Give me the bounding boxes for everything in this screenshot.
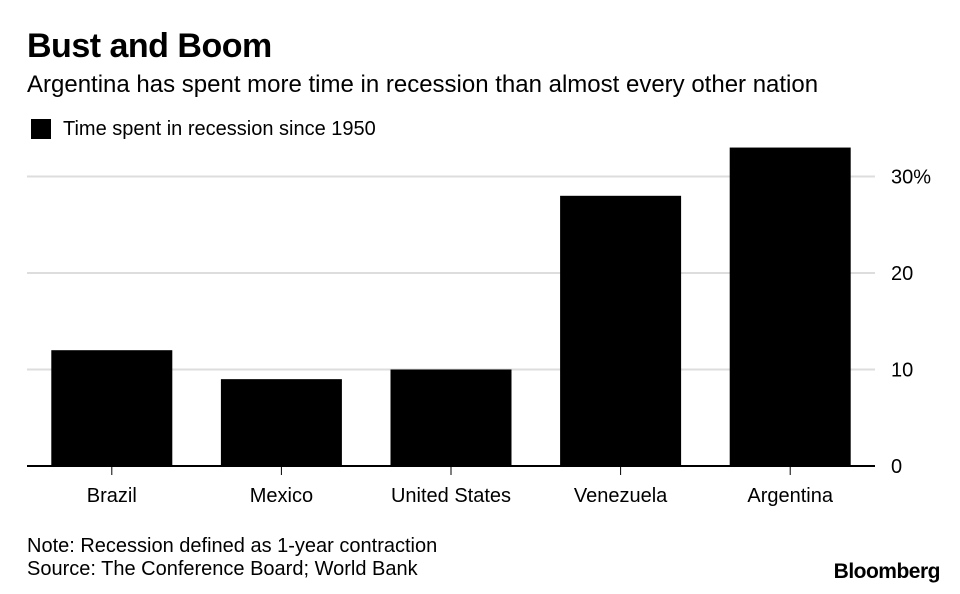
x-tick-label: Argentina xyxy=(747,485,833,507)
bar-argentina xyxy=(729,147,851,467)
chart-title: Bust and Boom xyxy=(27,27,272,65)
legend-label: Time spent in recession since 1950 xyxy=(63,117,376,140)
x-tick-label: United States xyxy=(391,485,511,507)
footer: Note: Recession defined as 1-year contra… xyxy=(27,535,437,581)
bloomberg-logo: Bloomberg xyxy=(833,560,941,583)
y-tick-label: 0 xyxy=(891,456,902,478)
bar-brazil xyxy=(51,350,173,466)
x-tick-label: Venezuela xyxy=(574,485,668,507)
x-tick-label: Mexico xyxy=(250,485,313,507)
x-tick-label: Brazil xyxy=(87,485,137,507)
bar-united-states xyxy=(390,369,512,466)
y-tick-label: 20 xyxy=(891,263,913,285)
bar-venezuela xyxy=(560,195,682,467)
legend: Time spent in recession since 1950 xyxy=(31,117,376,141)
y-tick-label: 10 xyxy=(891,360,913,382)
footer-note: Note: Recession defined as 1-year contra… xyxy=(27,535,438,557)
y-tick-label: 30% xyxy=(891,167,931,189)
footer-source: Source: The Conference Board; World Bank xyxy=(27,558,418,580)
chart-subtitle: Argentina has spent more time in recessi… xyxy=(27,71,819,98)
bar-mexico xyxy=(220,379,342,466)
legend-swatch xyxy=(31,119,51,139)
